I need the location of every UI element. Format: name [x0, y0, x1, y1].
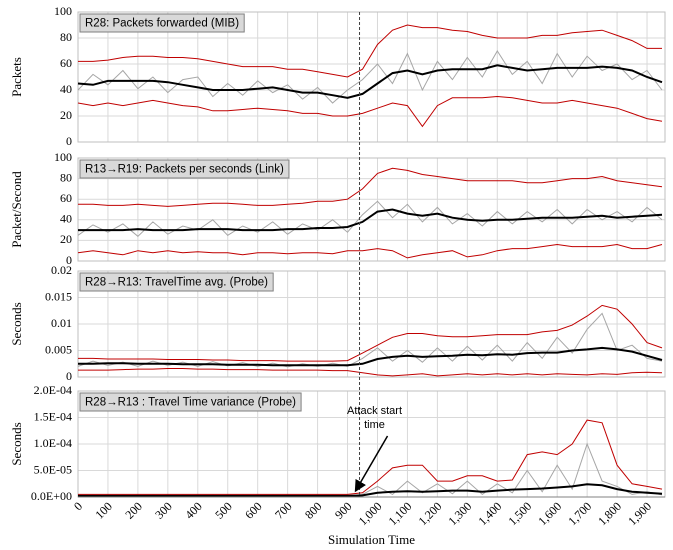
y-tick-label: 0.015 — [45, 289, 72, 303]
x-tick-label: 100 — [92, 499, 115, 522]
x-tick-label: 700 — [272, 499, 295, 522]
y-tick-label: 0.0E+00 — [31, 489, 72, 503]
series-line — [78, 304, 663, 362]
plot-frame — [77, 157, 666, 262]
x-tick-label: 800 — [302, 499, 325, 522]
panel-title: R28: Packets forwarded (MIB) — [79, 13, 245, 33]
series-line — [77, 312, 663, 368]
title-text: R28→R13 : Travel Time variance (Probe) — [85, 397, 296, 409]
y-axis-label: Packet/Second — [9, 171, 24, 248]
x-tick-label: 400 — [182, 499, 205, 522]
y-tick-label: 0 — [66, 369, 72, 383]
y-tick-label: 2.0E-04 — [34, 383, 72, 397]
series-line — [77, 95, 663, 128]
series-line — [78, 483, 663, 497]
title-text: R28: Packets forwarded (MIB) — [85, 18, 239, 30]
title-box — [79, 13, 245, 33]
x-tick-label: 300 — [152, 499, 175, 522]
annotation-arrow — [354, 435, 389, 493]
y-tick-label: 100 — [54, 4, 72, 18]
series-line — [77, 50, 663, 104]
annotation-text: Attack start time — [347, 405, 403, 431]
y-tick-label: 0 — [66, 134, 72, 148]
title-box — [79, 392, 302, 412]
y-axis-label: Seconds — [9, 302, 24, 345]
y-tick-label: 60 — [60, 191, 72, 205]
x-tick-label: 1,500 — [505, 499, 534, 528]
y-tick-label: 0 — [66, 253, 72, 267]
series-line — [78, 346, 663, 367]
y-tick-label: 1.5E-04 — [34, 409, 72, 423]
title-text: R28→R13: TravelTime avg. (Probe) — [85, 277, 268, 289]
y-tick-label: 5.0E-05 — [34, 462, 72, 476]
y-tick-label: 0.02 — [51, 263, 72, 277]
y-tick-label: 1.0E-04 — [34, 436, 72, 450]
series-line — [77, 243, 663, 259]
x-tick-label: 200 — [122, 499, 145, 522]
y-tick-label: 40 — [60, 82, 72, 96]
y-axis-label: Seconds — [9, 422, 24, 465]
x-tick-label: 1,800 — [595, 499, 624, 528]
plot-frame — [77, 270, 666, 378]
y-tick-label: 20 — [60, 108, 72, 122]
y-tick-label: 60 — [60, 56, 72, 70]
series-line — [78, 24, 662, 78]
title-box — [79, 159, 290, 179]
x-tick-label: 1,700 — [565, 499, 594, 528]
x-tick-label: 1,900 — [625, 499, 654, 528]
panel-title: R28→R13: TravelTime avg. (Probe) — [79, 272, 274, 292]
annotation-box: Attack start time — [347, 405, 403, 431]
series-line — [78, 167, 663, 207]
x-tick-label: 0 — [71, 499, 85, 513]
x-tick-label: 1,200 — [415, 499, 444, 528]
x-tick-label: 1,400 — [475, 499, 504, 528]
panel-title: R28→R13 : Travel Time variance (Probe) — [79, 392, 302, 412]
x-tick-label: 1,000 — [356, 499, 385, 528]
y-tick-label: 40 — [60, 212, 72, 226]
y-tick-label: 0.005 — [45, 342, 72, 356]
x-tick-label: 500 — [212, 499, 235, 522]
panel-title: R13→R19: Packets per seconds (Link) — [79, 159, 290, 179]
title-text: R13→R19: Packets per seconds (Link) — [85, 164, 284, 176]
y-tick-label: 0.01 — [51, 316, 72, 330]
y-tick-label: 100 — [54, 150, 72, 164]
x-tick-label: 900 — [332, 499, 355, 522]
y-tick-label: 80 — [60, 170, 72, 184]
y-tick-label: 20 — [60, 232, 72, 246]
series-line — [77, 64, 663, 99]
title-box — [79, 272, 274, 292]
plot-frame — [77, 11, 666, 143]
series-line — [78, 368, 663, 377]
y-axis-label: Packets — [9, 57, 24, 97]
x-tick-label: 600 — [242, 499, 265, 522]
x-tick-label: 1,600 — [535, 499, 564, 528]
x-tick-label: 1,300 — [445, 499, 474, 528]
y-tick-label: 80 — [60, 30, 72, 44]
series-line — [78, 208, 663, 232]
x-axis-label: Simulation Time — [328, 532, 415, 547]
series-line — [78, 419, 663, 495]
x-tick-label: 1,100 — [386, 499, 415, 528]
